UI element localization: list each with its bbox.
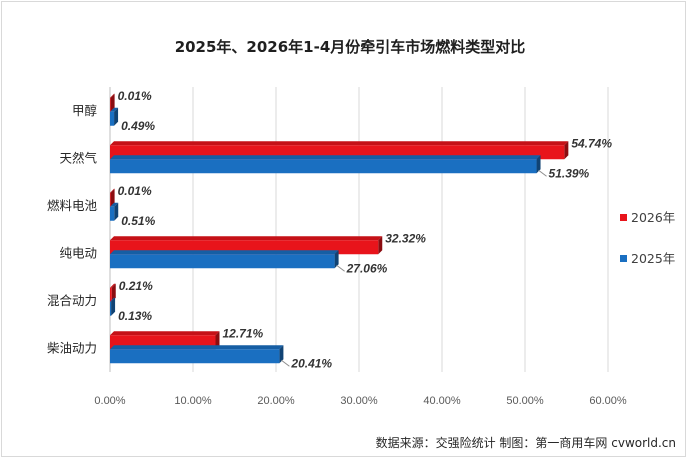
x-tick-label: 40.00%	[423, 395, 461, 407]
category-label: 甲醇	[72, 103, 97, 118]
bar	[110, 111, 115, 126]
data-label: 32.32%	[385, 231, 426, 245]
legend-swatch	[620, 255, 627, 262]
bar	[110, 97, 111, 112]
bar-top	[110, 188, 115, 193]
bar-top	[110, 283, 116, 288]
data-label: 0.51%	[121, 214, 155, 228]
x-tick-label: 60.00%	[589, 395, 627, 407]
bar-side	[110, 188, 115, 207]
data-label: 0.49%	[121, 119, 155, 133]
bar-side	[110, 93, 115, 112]
legend-swatch	[620, 214, 627, 221]
legend: 2026年 2025年	[620, 210, 675, 266]
bar-side	[378, 236, 383, 255]
x-tick-label: 10.00%	[174, 395, 212, 407]
bar-top	[110, 331, 220, 336]
x-tick-label: 50.00%	[506, 395, 544, 407]
bar-top	[110, 93, 115, 98]
bar	[110, 159, 537, 174]
data-label: 0.13%	[118, 309, 152, 323]
data-label: 0.01%	[118, 184, 152, 198]
x-tick-label: 20.00%	[257, 395, 295, 407]
chart-title: 2025年、2026年1-4月份牵引车市场燃料类型对比	[175, 38, 526, 56]
bar	[110, 192, 111, 207]
data-labels: 0.01% 0.49% 54.74% 51.39% 0.01% 0.51% 32.32% 27…	[118, 89, 613, 371]
data-label: 0.21%	[119, 279, 153, 293]
bar-top	[110, 297, 116, 302]
bar-side	[334, 250, 339, 269]
category-label: 混合动力	[47, 293, 97, 308]
bar	[110, 206, 115, 221]
bar-top	[110, 345, 284, 350]
data-label: 20.41%	[290, 356, 332, 370]
bars	[110, 93, 569, 364]
category-label: 燃料电池	[47, 198, 98, 213]
bar	[110, 287, 112, 302]
data-label: 54.74%	[571, 136, 612, 150]
data-label: 51.39%	[549, 166, 590, 180]
category-label: 天然气	[59, 150, 97, 165]
legend-label: 2025年	[631, 251, 675, 266]
data-label: 27.06%	[346, 261, 388, 275]
bar	[110, 301, 112, 316]
data-label: 0.01%	[118, 89, 152, 103]
leader-line	[538, 169, 547, 177]
bar-side	[564, 141, 569, 160]
bar-side	[114, 202, 119, 221]
bar-side	[215, 331, 220, 350]
bar-top	[110, 236, 383, 241]
bar-top	[110, 155, 541, 160]
bar-side	[111, 297, 116, 316]
bar-top	[110, 141, 569, 146]
bar-side	[114, 107, 119, 126]
x-tick-label: 30.00%	[340, 395, 378, 407]
bar	[110, 349, 280, 364]
data-label: 12.71%	[222, 326, 263, 340]
bar-top	[110, 107, 119, 112]
x-tick-labels: 0.00% 10.00% 20.00% 30.00% 40.00% 50.00% 60.00…	[94, 395, 626, 407]
bar-top	[110, 250, 339, 255]
bar-top	[110, 202, 119, 207]
x-tick-label: 0.00%	[94, 395, 125, 407]
grid	[109, 87, 609, 372]
source-note: 数据来源：交强险统计 制图：第一商用车网 cvworld.cn	[376, 435, 676, 450]
bar	[110, 254, 335, 269]
category-label: 柴油动力	[47, 340, 97, 355]
category-label: 纯电动	[59, 245, 97, 260]
legend-label: 2026年	[631, 210, 675, 225]
bar-side	[536, 155, 541, 174]
leader-line	[336, 264, 345, 272]
bar-side	[279, 345, 284, 364]
bar-side	[111, 283, 116, 302]
leader-line	[281, 359, 290, 367]
